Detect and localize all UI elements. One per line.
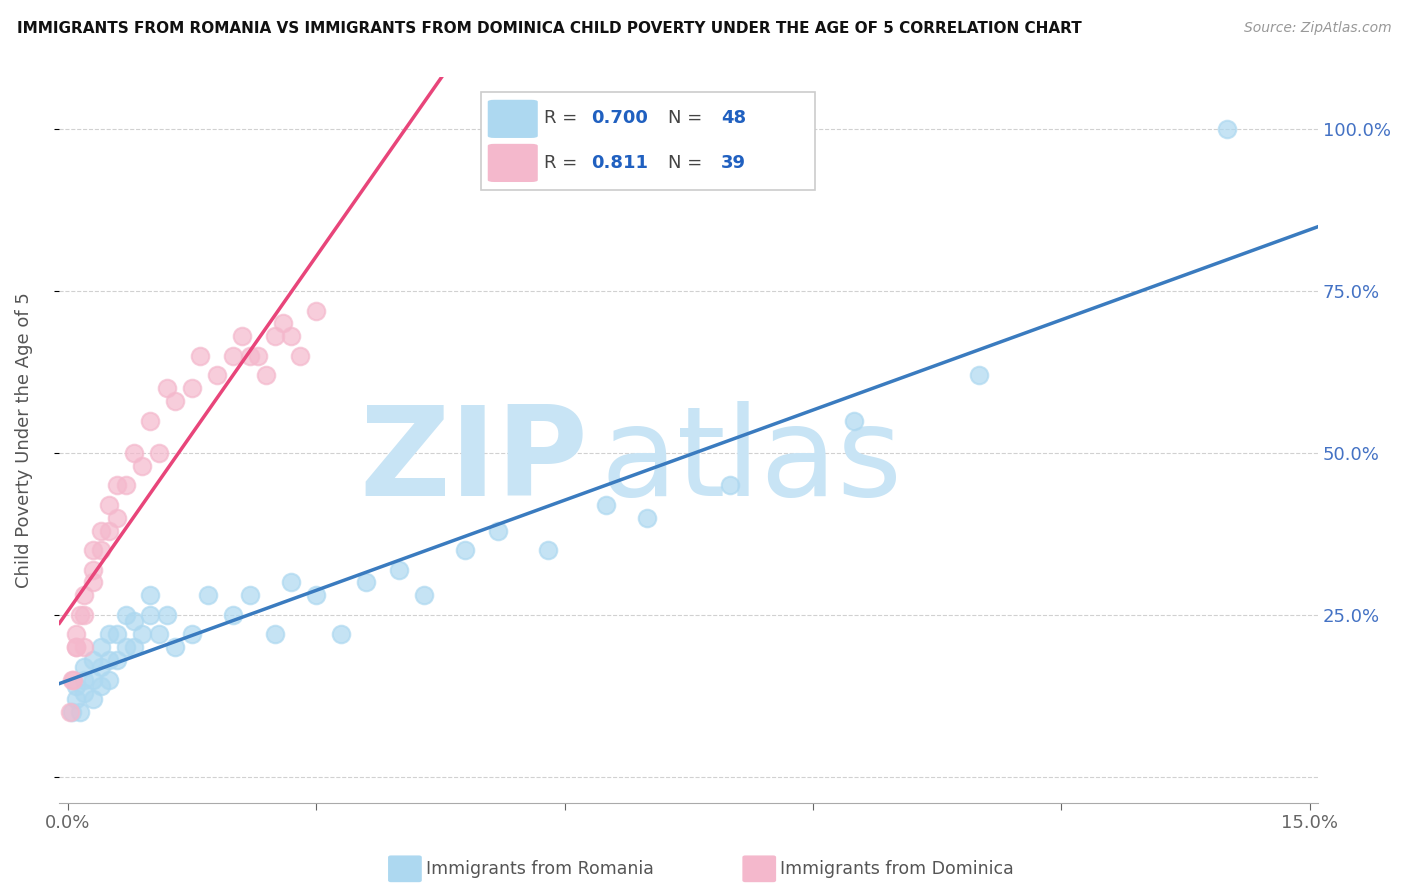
Point [82,562,104,576]
Point [122,615,145,629]
Text: ZIP: ZIP [360,401,588,523]
Point [388,562,411,576]
Point [98,524,121,538]
Point [131,458,153,473]
Point [180,627,202,641]
Point [305,303,328,318]
Point [73,673,96,687]
Point [139,588,162,602]
Point [231,329,253,343]
Point [239,349,262,363]
Point [165,394,187,409]
Point [197,588,219,602]
Point [82,673,104,687]
Point [263,627,285,641]
Point [156,607,179,622]
Point [263,329,285,343]
Point [105,653,128,667]
Point [105,478,128,492]
Point [718,478,741,492]
Point [280,575,302,590]
Point [82,575,104,590]
Text: Immigrants from Romania: Immigrants from Romania [426,860,654,878]
Text: atlas: atlas [600,401,903,523]
Point [148,627,170,641]
Point [305,588,328,602]
Point [65,640,87,655]
Point [98,498,121,512]
Point [280,329,302,343]
Point [90,524,112,538]
Point [69,607,91,622]
Point [65,627,87,641]
Point [60,705,83,719]
Point [59,705,82,719]
Point [73,607,96,622]
Point [105,510,128,524]
Point [148,446,170,460]
Point [114,478,136,492]
Point [329,627,352,641]
Point [139,414,162,428]
Point [967,368,990,383]
Point [636,510,658,524]
Point [90,543,112,558]
Point [98,653,121,667]
Point [114,607,136,622]
Point [288,349,311,363]
Text: Source: ZipAtlas.com: Source: ZipAtlas.com [1244,21,1392,35]
Point [98,627,121,641]
Point [69,705,91,719]
Point [62,673,84,687]
Point [412,588,434,602]
Point [82,692,104,706]
Point [165,640,187,655]
Point [139,607,162,622]
Point [188,349,211,363]
Point [156,381,179,395]
Point [254,368,277,383]
Point [65,679,87,693]
Point [122,446,145,460]
Point [73,659,96,673]
Point [1216,122,1239,136]
Point [90,640,112,655]
Point [595,498,617,512]
Point [98,673,121,687]
Y-axis label: Child Poverty Under the Age of 5: Child Poverty Under the Age of 5 [15,292,32,588]
Point [82,653,104,667]
Point [60,673,83,687]
Point [65,640,87,655]
Point [90,679,112,693]
Point [247,349,270,363]
Point [271,317,294,331]
Point [486,524,509,538]
Point [537,543,560,558]
Point [354,575,377,590]
Text: Immigrants from Dominica: Immigrants from Dominica [780,860,1014,878]
Point [114,640,136,655]
Text: IMMIGRANTS FROM ROMANIA VS IMMIGRANTS FROM DOMINICA CHILD POVERTY UNDER THE AGE : IMMIGRANTS FROM ROMANIA VS IMMIGRANTS FR… [17,21,1081,36]
Point [73,588,96,602]
Point [73,685,96,699]
Point [131,627,153,641]
Point [222,607,245,622]
Point [239,588,262,602]
Point [222,349,245,363]
Point [105,627,128,641]
Point [205,368,228,383]
Point [65,692,87,706]
Point [82,543,104,558]
Point [454,543,477,558]
Point [122,640,145,655]
Point [90,659,112,673]
Point [73,640,96,655]
Point [844,414,866,428]
Point [180,381,202,395]
